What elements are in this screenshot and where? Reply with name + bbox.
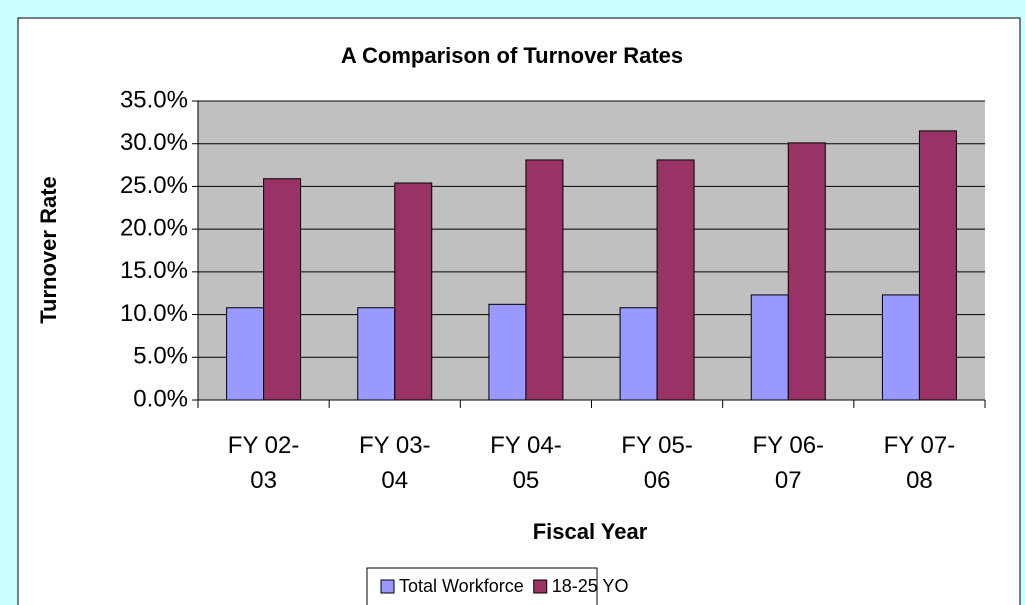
bar xyxy=(394,182,433,401)
bar xyxy=(656,159,695,401)
legend-label: 18-25 YO xyxy=(552,576,629,596)
y-tick-label: 10.0% xyxy=(120,300,188,327)
y-tick-label: 0.0% xyxy=(133,385,188,412)
legend-swatch xyxy=(380,579,395,594)
bar xyxy=(263,178,302,401)
bar xyxy=(750,294,789,401)
bar xyxy=(918,130,957,401)
y-tick-label: 35.0% xyxy=(120,86,188,113)
x-tick-label: FY 02-03 xyxy=(228,432,300,494)
bar xyxy=(787,142,826,401)
x-tick-label: FY 05-06 xyxy=(621,432,693,494)
bar xyxy=(226,307,265,401)
x-tick-label: FY 06-07 xyxy=(752,432,824,494)
y-tick-label: 15.0% xyxy=(120,257,188,284)
bar xyxy=(525,159,564,401)
plot-area xyxy=(198,101,985,400)
bar xyxy=(357,307,396,401)
y-axis-label: Turnover Rate xyxy=(36,176,61,324)
legend-swatch xyxy=(533,579,548,594)
chart-title: A Comparison of Turnover Rates xyxy=(341,43,683,68)
x-tick-label: FY 03-04 xyxy=(359,432,431,494)
y-tick-label: 20.0% xyxy=(120,214,188,241)
legend xyxy=(366,567,598,605)
bar xyxy=(881,294,920,401)
legend-label: Total Workforce xyxy=(399,576,524,596)
x-tick-label: FY 07-08 xyxy=(884,432,956,494)
y-tick-label: 5.0% xyxy=(133,343,188,370)
bar xyxy=(619,307,658,401)
bar xyxy=(488,303,527,401)
y-tick-label: 25.0% xyxy=(120,172,188,199)
x-axis-label: Fiscal Year xyxy=(533,519,648,544)
x-tick-label: FY 04-05 xyxy=(490,432,562,494)
y-tick-label: 30.0% xyxy=(120,129,188,156)
